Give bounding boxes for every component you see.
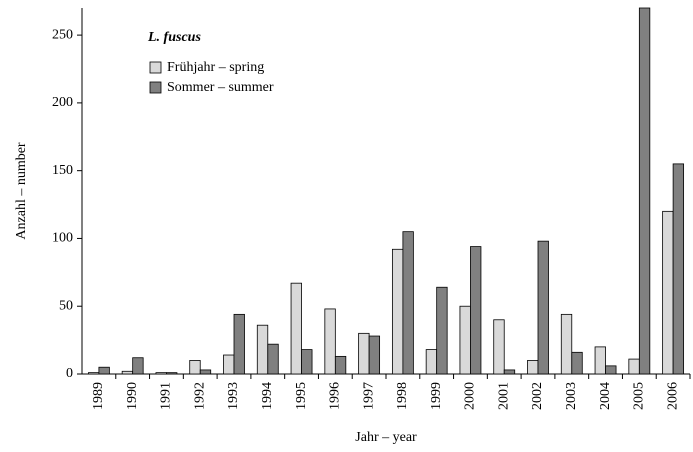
y-tick-label: 100 bbox=[52, 231, 73, 246]
bar bbox=[132, 357, 144, 375]
x-tick-label: 2004 bbox=[598, 382, 613, 410]
bar bbox=[560, 313, 573, 375]
x-tick-label: 2006 bbox=[665, 382, 680, 410]
bar bbox=[571, 351, 583, 375]
legend-title: L. fuscus bbox=[147, 30, 201, 45]
bar bbox=[672, 163, 685, 375]
x-tick-label: 1992 bbox=[192, 382, 207, 410]
x-tick-label: 2001 bbox=[496, 382, 511, 410]
bar bbox=[301, 349, 313, 375]
x-tick-label: 1999 bbox=[429, 382, 444, 410]
bar bbox=[199, 369, 212, 375]
bar bbox=[267, 343, 279, 375]
bar bbox=[402, 231, 414, 375]
y-tick-label: 150 bbox=[52, 163, 73, 178]
y-tick-label: 0 bbox=[66, 366, 73, 381]
bar bbox=[87, 372, 100, 375]
x-tick-label: 1993 bbox=[226, 382, 241, 410]
bar bbox=[493, 319, 505, 375]
legend-swatch bbox=[149, 81, 162, 94]
y-tick-label: 200 bbox=[52, 95, 73, 110]
bar bbox=[638, 7, 651, 375]
bar bbox=[233, 313, 245, 375]
bar bbox=[121, 370, 134, 375]
bar bbox=[594, 346, 606, 375]
bar bbox=[605, 365, 617, 375]
bar bbox=[166, 372, 178, 375]
bar bbox=[189, 360, 201, 375]
bar bbox=[470, 246, 482, 375]
bar bbox=[391, 248, 404, 375]
bar bbox=[324, 308, 336, 375]
bar bbox=[334, 355, 347, 375]
bar bbox=[290, 282, 302, 375]
bar bbox=[628, 358, 640, 375]
x-tick-label: 1995 bbox=[294, 382, 309, 410]
legend-label: Frühjahr – spring bbox=[167, 60, 264, 75]
legend-label: Sommer – summer bbox=[167, 80, 274, 95]
y-axis-label: Anzahl – number bbox=[14, 142, 29, 240]
x-tick-label: 2002 bbox=[530, 382, 545, 410]
bar bbox=[256, 324, 269, 375]
x-tick-label: 1997 bbox=[361, 382, 376, 410]
bar bbox=[223, 354, 235, 375]
bar bbox=[358, 332, 370, 375]
x-tick-label: 1998 bbox=[395, 382, 410, 410]
bar bbox=[527, 360, 539, 375]
bar bbox=[155, 372, 167, 375]
bar bbox=[368, 335, 381, 375]
bar bbox=[436, 286, 448, 375]
bar bbox=[425, 349, 438, 375]
legend-swatch bbox=[149, 61, 162, 74]
bar bbox=[662, 210, 674, 375]
bar bbox=[459, 305, 471, 375]
y-tick-label: 50 bbox=[59, 298, 73, 313]
x-tick-label: 1989 bbox=[91, 382, 106, 410]
x-tick-label: 1994 bbox=[260, 382, 275, 410]
bar bbox=[98, 366, 110, 375]
x-axis-label: Jahr – year bbox=[355, 430, 417, 445]
bar bbox=[503, 369, 516, 375]
x-tick-label: 2003 bbox=[564, 382, 579, 410]
x-tick-label: 1996 bbox=[328, 382, 343, 410]
x-tick-label: 1990 bbox=[125, 382, 140, 410]
x-tick-label: 1991 bbox=[159, 382, 174, 410]
y-tick-label: 250 bbox=[52, 27, 73, 42]
x-tick-label: 2000 bbox=[463, 382, 478, 410]
bar bbox=[537, 240, 549, 375]
x-tick-label: 2005 bbox=[632, 382, 647, 410]
